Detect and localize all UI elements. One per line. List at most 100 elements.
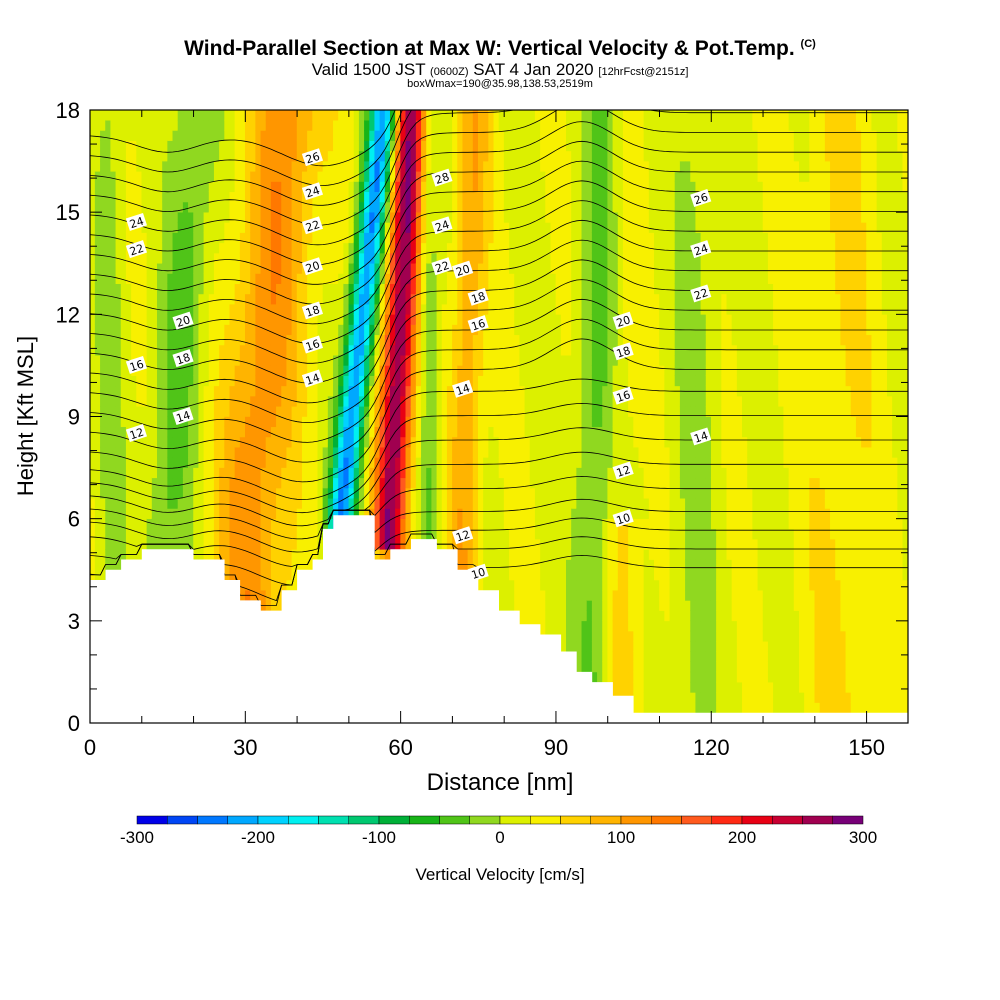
colorbar-swatch <box>802 815 833 825</box>
y-tick-label: 3 <box>68 609 80 634</box>
theta-contour <box>90 219 908 364</box>
colorbar-swatch <box>378 815 410 825</box>
y-tick-label: 12 <box>56 302 80 327</box>
colorbar-tick-label: 0 <box>495 828 504 847</box>
theta-contour <box>90 318 908 463</box>
x-tick-label: 120 <box>693 735 730 760</box>
colorbar-swatch <box>318 815 349 825</box>
theta-contour-label: 20 <box>452 260 474 279</box>
theta-contour <box>90 298 908 443</box>
colorbar: -300 -200 -100 0 100 200 300 <box>120 815 877 847</box>
theta-contour-label: 14 <box>690 427 712 446</box>
theta-contour-label: 12 <box>612 461 634 480</box>
colorbar-swatch <box>560 815 591 825</box>
colorbar-swatch <box>197 815 228 825</box>
colorbar-swatch <box>469 815 501 825</box>
theta-contour-label: 18 <box>612 342 634 361</box>
theta-contour-label: 20 <box>172 311 194 330</box>
theta-contour <box>90 200 908 345</box>
theta-contour-label: 20 <box>301 257 324 276</box>
theta-contour <box>90 338 908 483</box>
theta-contour <box>90 259 908 404</box>
theta-contour-label: 28 <box>431 168 453 187</box>
theta-contour-label: 12 <box>452 526 474 545</box>
theta-contour-label: 24 <box>431 216 453 235</box>
colorbar-swatch <box>741 815 773 825</box>
y-axis-label: Height [Kft MSL] <box>13 336 38 496</box>
colorbar-swatch <box>530 815 561 825</box>
colorbar-swatch <box>288 815 319 825</box>
theta-contour <box>90 239 908 384</box>
theta-contour-label: 16 <box>301 335 324 354</box>
terrain-mask <box>90 515 908 723</box>
theta-contour-label: 22 <box>431 257 453 276</box>
theta-contour <box>90 110 908 226</box>
colorbar-label: Vertical Velocity [cm/s] <box>415 865 584 884</box>
theta-contour-label: 18 <box>301 301 324 320</box>
box-info: boxWmax=190@35.98,138.53,2519m <box>407 78 593 90</box>
colorbar-tick-label: 300 <box>849 828 877 847</box>
y-tick-label: 18 <box>56 98 80 123</box>
theta-contour <box>90 509 908 602</box>
theta-contour-label: 26 <box>690 189 712 207</box>
x-tick-label: 0 <box>84 735 96 760</box>
axes: 0 30 60 90 120 150 0 3 6 9 12 15 18 <box>56 98 908 760</box>
colorbar-swatch <box>136 815 168 825</box>
contour-labels: 1216222414182014161820222426222428121420… <box>125 148 712 582</box>
colorbar-tick-label: 200 <box>728 828 756 847</box>
theta-contour-label: 14 <box>172 407 194 425</box>
theta-contour <box>90 427 908 527</box>
colorbar-swatch <box>167 815 198 825</box>
theta-contour-label: 14 <box>452 379 474 398</box>
theta-contour-label: 24 <box>301 182 324 201</box>
colorbar-swatch <box>439 815 470 825</box>
x-axis-label: Distance [nm] <box>427 769 574 796</box>
colorbar-tick-label: -300 <box>120 828 154 847</box>
theta-contour-label: 22 <box>301 216 324 235</box>
theta-contour <box>90 451 908 540</box>
colorbar-swatch <box>348 815 380 825</box>
theta-contour-label: 24 <box>125 212 148 231</box>
theta-contour <box>90 110 908 246</box>
y-tick-label: 15 <box>56 200 80 225</box>
theta-contour <box>90 121 908 266</box>
theta-contour <box>90 498 908 567</box>
x-tick-label: 90 <box>544 735 568 760</box>
colorbar-tick-label: 100 <box>607 828 635 847</box>
theta-contour <box>90 279 908 424</box>
theta-contour-label: 10 <box>612 509 634 528</box>
theta-contour <box>90 140 908 285</box>
theta-contour-label: 18 <box>467 287 489 306</box>
colorbar-swatch <box>620 815 652 825</box>
theta-contour <box>90 180 908 325</box>
x-tick-label: 30 <box>233 735 257 760</box>
theta-contour-label: 24 <box>690 240 712 258</box>
theta-contour <box>90 160 908 305</box>
theta-contour <box>90 378 908 501</box>
colorbar-tick-label: -200 <box>241 828 275 847</box>
theta-contour <box>90 402 908 514</box>
x-tick-label: 60 <box>388 735 412 760</box>
colorbar-swatch <box>409 815 440 825</box>
colorbar-swatch <box>227 815 259 825</box>
theta-contour <box>90 509 908 586</box>
colorbar-swatch <box>499 815 531 825</box>
theta-contour-label: 18 <box>172 349 194 367</box>
colorbar-swatch <box>257 815 289 825</box>
x-tick-label: 150 <box>848 735 885 760</box>
theta-contour-label: 16 <box>467 315 489 333</box>
theta-contour-label: 12 <box>125 424 148 442</box>
chart-title: Wind-Parallel Section at Max W: Vertical… <box>184 37 816 60</box>
theta-contour-label: 16 <box>125 355 148 374</box>
colorbar-swatch <box>590 815 622 825</box>
title-block: Wind-Parallel Section at Max W: Vertical… <box>0 0 1000 100</box>
theta-contour-label: 16 <box>612 386 634 405</box>
theta-contour <box>90 475 908 553</box>
y-tick-label: 6 <box>68 507 80 532</box>
y-tick-label: 0 <box>68 711 80 736</box>
colorbar-swatch <box>651 815 682 825</box>
theta-contour <box>90 110 396 167</box>
theta-contour-label: 22 <box>690 284 712 303</box>
terrain <box>90 515 908 723</box>
